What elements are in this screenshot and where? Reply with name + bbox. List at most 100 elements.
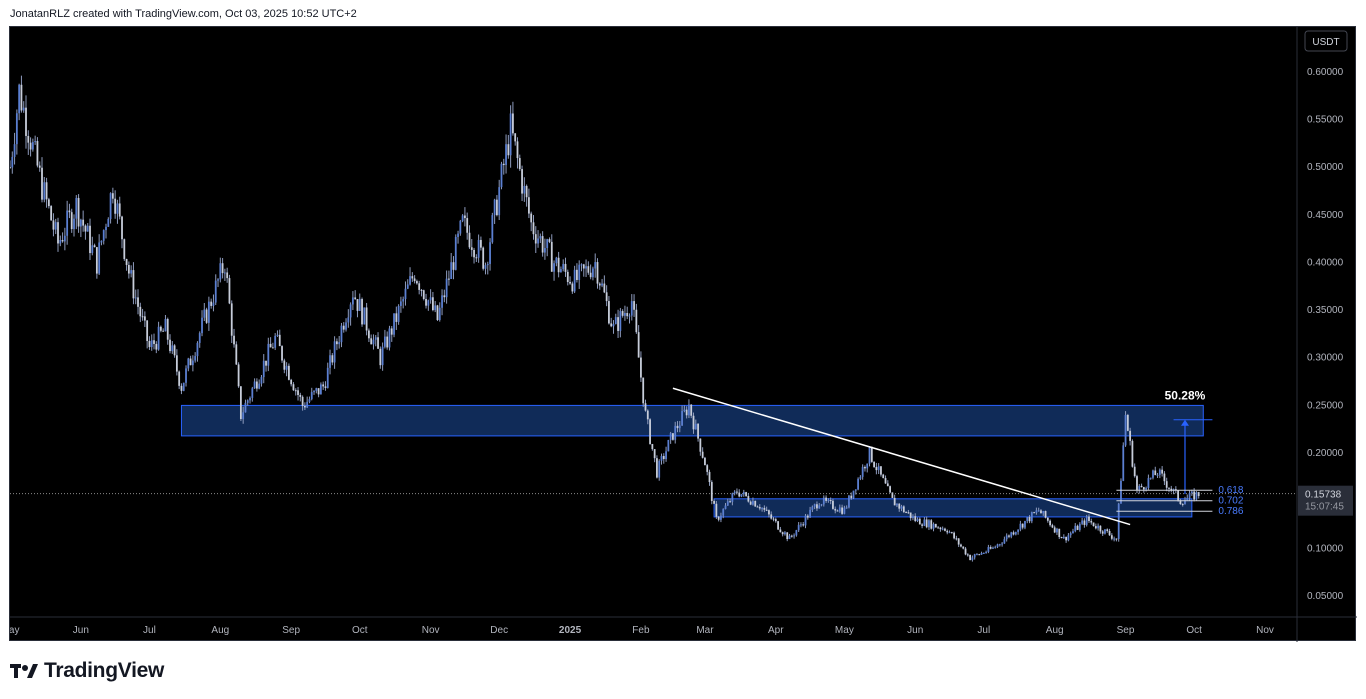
candle-body <box>854 489 857 491</box>
candle-body <box>1131 440 1134 467</box>
candle-body <box>480 239 482 248</box>
candle-body <box>148 341 151 348</box>
candle-body <box>1017 529 1020 533</box>
candle-body <box>683 409 686 412</box>
candle-body <box>20 84 23 111</box>
candle-body <box>564 263 567 272</box>
candle-body <box>1044 511 1047 518</box>
candle-body <box>534 234 537 244</box>
candle-body <box>619 311 622 331</box>
candle-body <box>432 297 434 311</box>
candle-body <box>1136 476 1138 491</box>
time-tick-label: Aug <box>1046 625 1064 636</box>
candle-body <box>992 547 994 549</box>
time-tick-label: Sep <box>282 625 300 636</box>
candle-body <box>242 412 245 420</box>
candle-body <box>235 344 238 365</box>
candle-body <box>137 297 139 307</box>
candle-body <box>1078 523 1081 530</box>
candle-body <box>491 215 494 243</box>
candle-body <box>1024 520 1026 528</box>
candle-body <box>70 212 73 230</box>
candle-body <box>907 512 910 514</box>
candle-body <box>701 451 704 458</box>
candle-body <box>1113 538 1116 540</box>
candle-body <box>1042 511 1045 514</box>
candle-body <box>52 220 55 230</box>
candle-body <box>930 520 933 529</box>
candle-body <box>818 505 821 509</box>
candle-body <box>461 215 464 221</box>
candle-body <box>246 400 249 403</box>
candle-body <box>1094 526 1097 529</box>
candle-body <box>457 233 459 237</box>
candle-body <box>985 551 988 553</box>
tradingview-logo-icon <box>10 664 38 678</box>
candle-body <box>729 501 731 503</box>
time-tick-label: May <box>10 625 19 636</box>
candle-body <box>566 271 569 282</box>
measure-arrow-head <box>1180 419 1189 426</box>
candle-body <box>63 235 66 242</box>
candle-body <box>1161 469 1164 474</box>
candle-body <box>484 265 487 269</box>
candle-body <box>420 289 423 291</box>
candle-body <box>180 385 183 391</box>
chart-area[interactable]: 50.28% 0.618 0.702 0.786 USDT 0.60000 0.55000… <box>9 26 1357 642</box>
candle-body <box>873 461 875 468</box>
candle-body <box>1065 536 1068 541</box>
candle-body <box>944 528 946 531</box>
candle-body <box>962 546 965 549</box>
candle-body <box>957 538 960 545</box>
candle-body <box>1165 481 1168 488</box>
candle-body <box>937 527 940 529</box>
candle-body <box>381 346 384 366</box>
candle-body <box>111 193 114 199</box>
candle-body <box>829 500 832 502</box>
candle-body <box>850 495 853 499</box>
candle-body <box>891 492 894 498</box>
candle-body <box>253 381 256 389</box>
candle-body <box>633 301 635 310</box>
candle-body <box>768 510 770 515</box>
candle-body <box>473 249 475 258</box>
candle-body <box>109 193 112 220</box>
currency-label: USDT <box>1312 37 1339 48</box>
candle-body <box>738 492 741 497</box>
candle-body <box>710 482 713 501</box>
candle-body <box>486 263 489 266</box>
candle-body <box>226 272 229 279</box>
candle-body <box>278 334 281 347</box>
candle-body <box>45 182 48 200</box>
candle-body <box>649 419 651 444</box>
time-tick-label: Dec <box>490 625 508 636</box>
candle-body <box>788 535 791 540</box>
candle-body <box>1184 500 1186 505</box>
candle-body <box>105 226 107 231</box>
candle-body <box>123 239 126 260</box>
candle-body <box>59 239 62 244</box>
candle-body <box>1069 533 1072 536</box>
candle-body <box>514 133 517 142</box>
candle-body <box>934 523 937 528</box>
candle-body <box>370 338 373 345</box>
candle-body <box>640 357 642 378</box>
candle-body <box>569 281 571 284</box>
candle-body <box>875 467 878 471</box>
candle-body <box>523 185 526 194</box>
candle-body <box>175 355 178 372</box>
time-tick-label: Feb <box>632 625 650 636</box>
candle-body <box>781 532 784 535</box>
candle-body <box>452 262 455 270</box>
candle-body <box>210 301 213 306</box>
candle-body <box>393 313 395 335</box>
candle-body <box>326 367 329 388</box>
candle-body <box>406 284 409 289</box>
candle-body <box>763 507 766 510</box>
candle-body <box>820 504 823 506</box>
candle-body <box>532 222 535 235</box>
candle-body <box>1012 532 1015 535</box>
candle-body <box>946 530 949 533</box>
candle-body <box>742 492 745 495</box>
